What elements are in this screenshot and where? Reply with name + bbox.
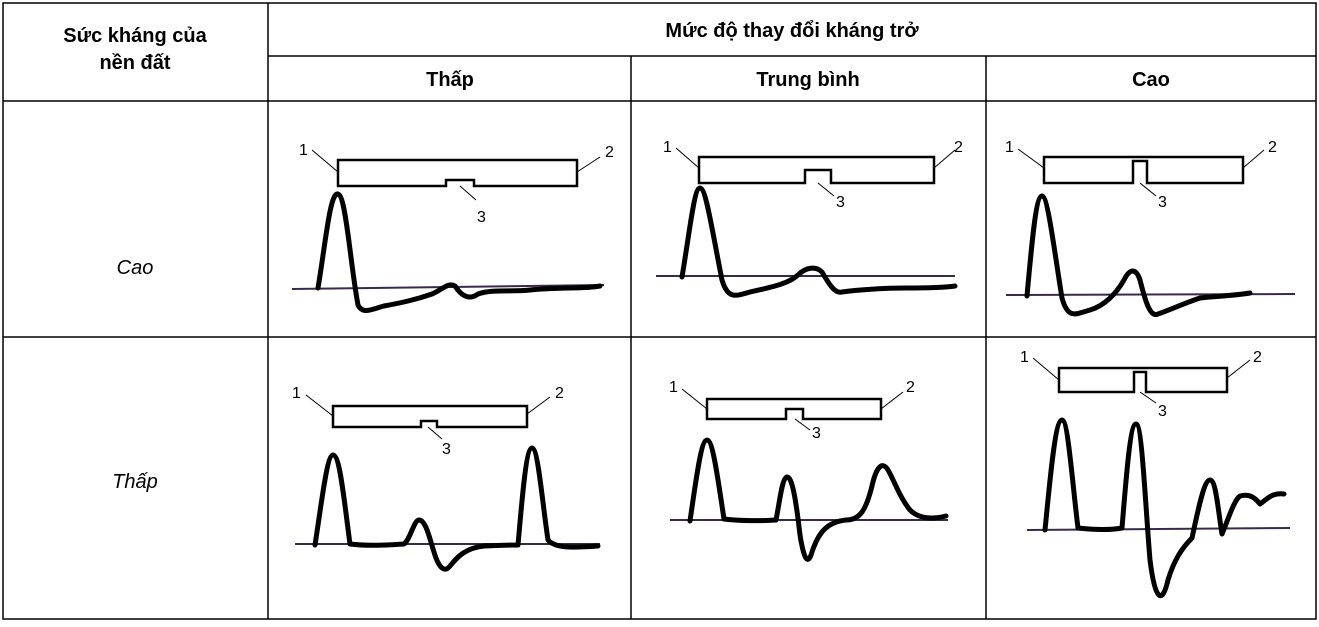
waveform bbox=[315, 191, 603, 313]
column-group-header: Mức độ thay đổi kháng trở bbox=[665, 20, 919, 42]
waveform bbox=[312, 445, 601, 572]
waveform bbox=[1042, 417, 1287, 599]
label-3: 3 bbox=[1158, 194, 1167, 211]
pipe-diagram: 1 2 3 bbox=[669, 379, 915, 442]
label-3: 3 bbox=[442, 441, 451, 458]
label-1: 1 bbox=[1005, 139, 1014, 156]
waveform bbox=[687, 437, 949, 562]
label-3: 3 bbox=[477, 209, 486, 226]
label-2: 2 bbox=[1268, 139, 1277, 156]
waveform bbox=[1024, 193, 1253, 317]
label-3: 3 bbox=[836, 194, 845, 211]
diagram-cell-low-medium: 1 2 3 bbox=[669, 379, 949, 562]
label-2: 2 bbox=[555, 385, 564, 402]
label-1: 1 bbox=[292, 385, 301, 402]
label-1: 1 bbox=[299, 142, 308, 159]
label-2: 2 bbox=[1253, 349, 1262, 366]
column-header-low: Thấp bbox=[426, 69, 474, 91]
pipe-diagram: 1 2 3 bbox=[299, 142, 614, 226]
label-1: 1 bbox=[1020, 349, 1029, 366]
waveform bbox=[679, 185, 958, 298]
label-3: 3 bbox=[1158, 403, 1167, 420]
label-1: 1 bbox=[663, 139, 672, 156]
diagram-cell-high-low: 1 2 3 bbox=[291, 142, 614, 313]
pipe-diagram: 1 2 3 bbox=[1005, 139, 1277, 211]
pipe-diagram: 1 2 3 bbox=[292, 385, 564, 458]
row-label-low: Thấp bbox=[112, 471, 158, 493]
pipe-diagram: 1 2 3 bbox=[663, 139, 963, 211]
column-header-high: Cao bbox=[1132, 69, 1170, 91]
label-3: 3 bbox=[812, 425, 821, 442]
diagram-cell-high-medium: 1 2 3 bbox=[656, 139, 963, 298]
label-2: 2 bbox=[954, 139, 963, 156]
row-header-line-2: nền đất bbox=[99, 52, 170, 74]
row-header-line-1: Sức kháng của bbox=[63, 25, 207, 47]
label-1: 1 bbox=[669, 379, 678, 396]
label-2: 2 bbox=[605, 144, 614, 161]
row-label-high: Cao bbox=[117, 257, 154, 279]
column-header-medium: Trung bình bbox=[756, 69, 859, 91]
pipe-diagram: 1 2 3 bbox=[1020, 349, 1262, 420]
diagram-cell-low-high: 1 2 3 bbox=[1020, 349, 1291, 599]
diagram-cell-high-high: 1 2 3 bbox=[1005, 139, 1296, 317]
diagram-cell-low-low: 1 2 3 bbox=[292, 385, 601, 572]
label-2: 2 bbox=[906, 379, 915, 396]
